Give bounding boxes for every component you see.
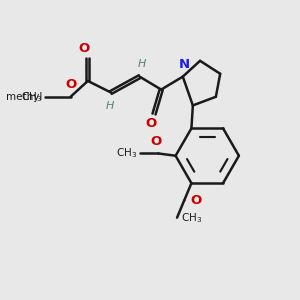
Text: methyl: methyl [6,92,42,102]
Text: methyl: methyl [101,148,137,158]
Text: H: H [105,100,114,110]
Text: CH$_3$: CH$_3$ [116,147,137,160]
Text: O: O [150,135,162,148]
Text: CH$_3$: CH$_3$ [181,211,202,225]
Text: O: O [146,117,157,130]
Text: N: N [179,58,190,71]
Text: methyl: methyl [6,92,42,102]
Text: O: O [190,194,201,208]
Text: O: O [78,42,89,55]
Text: O: O [65,78,76,91]
Text: CH$_3$: CH$_3$ [21,90,42,104]
Text: H: H [138,59,146,69]
